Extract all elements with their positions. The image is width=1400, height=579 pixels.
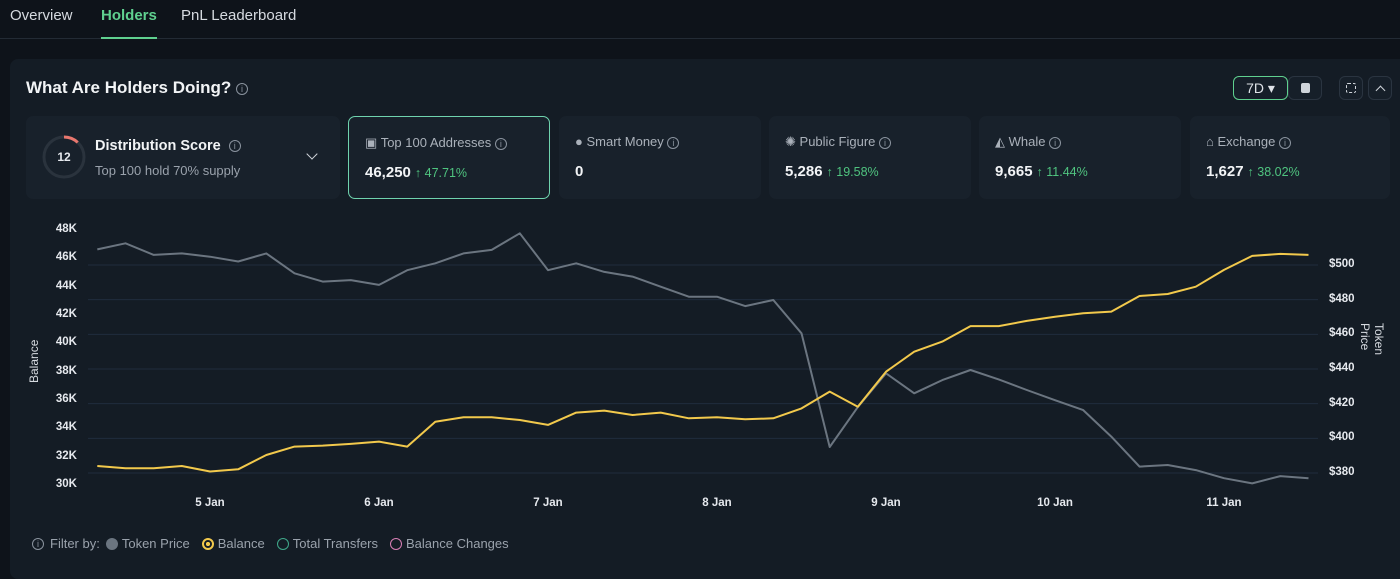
bank-icon: ⌂ (1206, 134, 1214, 149)
chevron-down-icon[interactable] (306, 148, 318, 160)
info-icon[interactable]: i (667, 136, 680, 149)
x-tick-label: 8 Jan (702, 497, 732, 509)
distribution-score-text: Distribution Score (95, 138, 221, 154)
y-tick-label: 32K (55, 449, 77, 462)
radio-checked-icon (201, 537, 214, 550)
y-tick-label: 36K (55, 393, 77, 405)
y-tick-label: 40K (55, 336, 77, 349)
info-icon[interactable]: i (1049, 136, 1062, 149)
whale-icon: ◭ (995, 134, 1005, 149)
tab-overview[interactable]: Overview (10, 7, 73, 24)
tab-holders[interactable]: Holders (101, 7, 157, 39)
filter-item-label: Token Price (121, 536, 190, 551)
y-axis-title: Balance (27, 339, 41, 383)
filter-balance-changes[interactable]: Balance Changes (390, 536, 509, 551)
distribution-score-card[interactable]: 12 Distribution Score i Top 100 hold 70%… (26, 116, 340, 199)
y-tick-label: 30K (55, 478, 77, 490)
card-label: Public Figure (799, 134, 876, 149)
chevron-up-icon (1375, 85, 1385, 95)
panel-title: What Are Holders Doing? i (26, 78, 248, 98)
card-value: 0 (575, 163, 584, 180)
x-tick-label: 5 Jan (195, 497, 225, 509)
card-value: 5,286 (785, 163, 823, 180)
radio-filled-icon (105, 537, 118, 550)
y2-tick-label: $440 (1329, 362, 1355, 374)
card-top-100-addresses[interactable]: ▣ Top 100 Addresses i 46,250 ↑ 47.71% (348, 116, 550, 199)
card-change: ↑ 11.44% (1036, 165, 1088, 179)
x-tick-label: 6 Jan (364, 497, 394, 509)
card-label: Whale (1008, 134, 1046, 149)
filter-item-label: Balance Changes (406, 536, 509, 551)
radio-empty-icon (276, 537, 289, 550)
score-gauge (42, 135, 86, 179)
y-tick-label: 38K (55, 364, 77, 377)
filter-item-label: Total Transfers (292, 536, 379, 551)
y2-tick-label: $500 (1329, 258, 1355, 270)
y-tick-label: 34K (55, 421, 77, 434)
x-tick-label: 11 Jan (1206, 497, 1242, 509)
tab-bar: Overview Holders PnL Leaderboard (0, 0, 1400, 39)
calendar-button[interactable] (1288, 76, 1322, 100)
caret-down-icon: ▾ (1267, 79, 1275, 96)
y2-tick-label: $460 (1329, 327, 1355, 340)
x-tick-label: 9 Jan (871, 497, 901, 509)
distribution-score-label: Distribution Score i (95, 138, 241, 154)
card-change: ↑ 38.02% (1247, 165, 1300, 179)
card-exchange[interactable]: ⌂ Exchange i 1,627 ↑ 38.02% (1190, 116, 1390, 199)
card-whale[interactable]: ◭ Whale i 9,665 ↑ 11.44% (979, 116, 1181, 199)
filter-item-label: Balance (217, 536, 265, 551)
x-tick-label: 7 Jan (533, 497, 563, 509)
spotlight-icon: ✺ (785, 134, 796, 149)
y-tick-label: 44K (55, 279, 77, 292)
card-label: Smart Money (586, 134, 664, 149)
filter-label: Filter by: (50, 536, 100, 551)
card-smart-money[interactable]: ● Smart Money i 0 (559, 116, 761, 199)
fullscreen-icon (1346, 83, 1356, 93)
panel-title-text: What Are Holders Doing? (26, 78, 232, 97)
y2-tick-label: $380 (1329, 466, 1355, 478)
card-change: ↑ 47.71% (414, 166, 468, 180)
info-icon[interactable]: i (228, 140, 241, 153)
card-public-figure[interactable]: ✺ Public Figure i 5,286 ↑ 19.58% (769, 116, 971, 199)
cash-icon: ▣ (365, 135, 378, 150)
range-select[interactable]: 7D ▾ (1233, 76, 1288, 100)
range-value: 7D (1246, 80, 1264, 96)
info-icon[interactable]: i (1278, 136, 1291, 149)
card-value: 1,627 (1206, 163, 1244, 180)
info-icon[interactable]: i (236, 82, 248, 95)
y-tick-label: 42K (55, 308, 77, 320)
info-icon[interactable]: i (494, 137, 507, 150)
y-tick-label: 46K (55, 251, 77, 264)
score-value: 12 (57, 150, 71, 164)
info-icon[interactable]: i (879, 136, 892, 149)
tab-pnl-leaderboard[interactable]: PnL Leaderboard (181, 7, 297, 24)
card-change: ↑ 19.58% (826, 165, 879, 179)
card-value: 46,250 (365, 164, 411, 181)
y2-axis-title: Token Price (1358, 323, 1386, 356)
card-label: Exchange (1217, 134, 1276, 149)
y-tick-label: 48K (55, 223, 77, 235)
filter-balance[interactable]: Balance (201, 536, 265, 551)
x-tick-label: 10 Jan (1037, 497, 1073, 509)
distribution-subtitle: Top 100 hold 70% supply (95, 163, 241, 178)
score-gauge-arc (42, 135, 86, 179)
collapse-button[interactable] (1368, 76, 1392, 100)
filter-total-transfers[interactable]: Total Transfers (276, 536, 379, 551)
calendar-icon (1300, 83, 1310, 93)
series-filter: i Filter by: Token Price Balance Total T… (32, 536, 515, 551)
y2-tick-label: $420 (1329, 396, 1355, 409)
y2-tick-label: $480 (1329, 292, 1355, 305)
radio-empty-icon (390, 537, 403, 550)
y2-tick-label: $400 (1329, 431, 1355, 444)
filter-token-price[interactable]: Token Price (105, 536, 190, 551)
fullscreen-button[interactable] (1339, 76, 1363, 100)
card-value: 9,665 (995, 163, 1033, 180)
info-icon[interactable]: i (32, 537, 44, 550)
sunglasses-icon: ● (575, 134, 583, 149)
card-label: Top 100 Addresses (380, 135, 492, 150)
